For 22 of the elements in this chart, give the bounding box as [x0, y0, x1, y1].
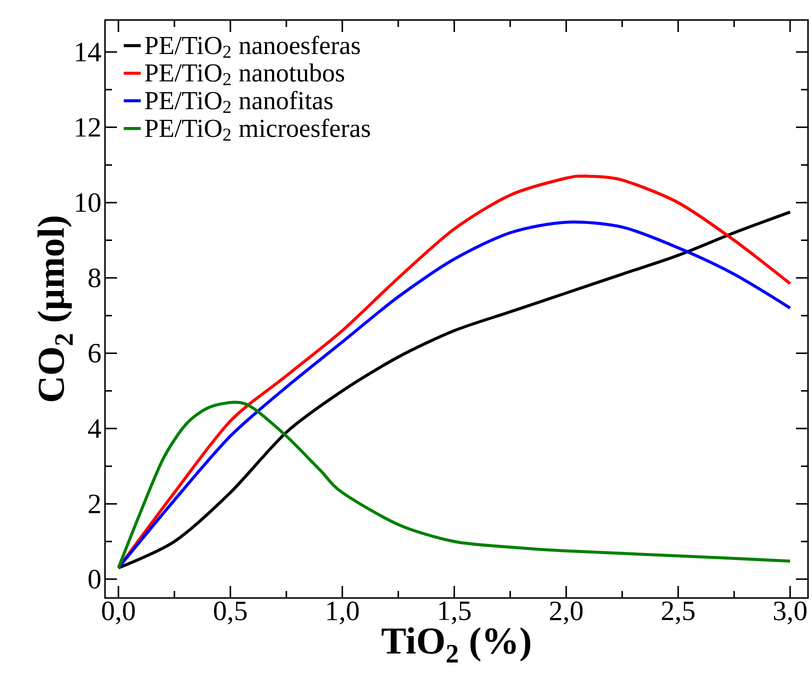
x-tick-label: 3,0	[774, 602, 806, 624]
legend-label: PE/TiO$_{2}$ nanofitas	[145, 90, 333, 113]
x-tick-label: 1,0	[327, 602, 359, 624]
y-tick-label: 12	[76, 118, 100, 137]
y-tick-label: 8	[88, 268, 100, 288]
y-tick-label: 4	[88, 419, 102, 438]
text: CO$_{2}$ (µmol)	[37, 216, 73, 402]
x-tick-label: 0,0	[102, 602, 135, 624]
legend-label: PE/TiO$_{2}$ microesferas	[145, 118, 370, 141]
y-tick-label: 0	[88, 570, 100, 589]
legend-label: PE/TiO$_{2}$ nanotubos	[145, 63, 344, 86]
y-tick-label: 6	[88, 344, 101, 363]
x-tick-label: 0,5	[214, 602, 247, 624]
legend-label: PE/TiO$_{2}$ nanoesferas	[145, 36, 360, 58]
x-tick-label: 2,0	[550, 602, 583, 624]
x-tick-label: 2,5	[662, 602, 694, 624]
text: TiO$_{2}$ (%)	[382, 627, 530, 662]
y-tick-label: 2	[88, 494, 100, 514]
y-tick-label: 10	[76, 193, 100, 212]
line-series	[116, 400, 792, 570]
y-tick-label: 14	[76, 42, 102, 62]
x-tick-label: 1,5	[439, 602, 471, 624]
